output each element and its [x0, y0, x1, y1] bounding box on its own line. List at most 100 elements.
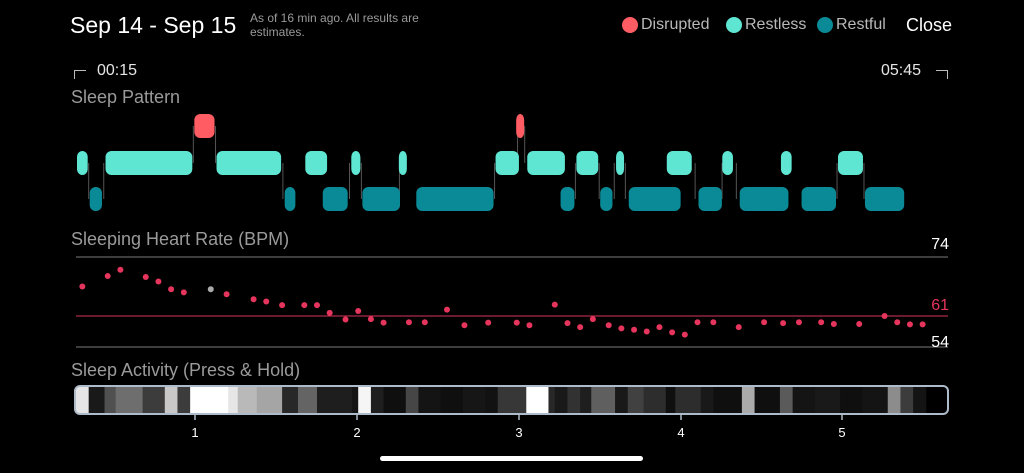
heart-rate-point [367, 316, 374, 323]
start-bracket-icon [74, 70, 86, 79]
home-indicator[interactable] [380, 456, 643, 461]
activity-segment [177, 387, 191, 413]
pattern-segment-disrupted [194, 114, 215, 138]
activity-segment [700, 387, 714, 413]
pattern-segment-restless [722, 151, 733, 175]
activity-segment [237, 387, 258, 413]
activity-segment [741, 387, 756, 413]
activity-segment [297, 387, 318, 413]
activity-segment [779, 387, 794, 413]
heart-rate-point [207, 286, 214, 293]
activity-segment [142, 387, 166, 413]
heart-rate-point [795, 319, 802, 326]
activity-segment [462, 387, 486, 413]
heart-rate-point [155, 278, 162, 285]
hr-average-label: 61 [931, 297, 949, 314]
pattern-segment-restless [780, 151, 792, 175]
activity-segment [485, 387, 499, 413]
activity-segment [164, 387, 178, 413]
heart-rate-point [735, 324, 742, 331]
activity-segment [548, 387, 556, 413]
heart-rate-chart: 74 61 54 [76, 236, 949, 351]
activity-segment [115, 387, 144, 413]
activity-segment [370, 387, 385, 413]
heart-rate-point [79, 283, 86, 290]
activity-segment [627, 387, 645, 413]
heart-rate-point [380, 319, 387, 326]
heart-rate-point [355, 308, 362, 315]
activity-segment [900, 387, 914, 413]
heart-rate-point [279, 302, 286, 309]
activity-segment [440, 387, 464, 413]
sleep-pattern-heading: Sleep Pattern [71, 87, 181, 107]
heart-rate-point [694, 319, 701, 326]
heart-rate-point [830, 320, 837, 327]
legend-disrupted-label: Disrupted [641, 16, 710, 33]
pattern-segment-restful [362, 187, 401, 211]
activity-segment [351, 387, 359, 413]
sleep-pattern-chart [77, 114, 905, 211]
pattern-segment-restful [628, 187, 681, 211]
activity-axis-label: 3 [515, 425, 522, 440]
pattern-segment-restless [576, 151, 599, 175]
pattern-segment-restful [600, 187, 613, 211]
heart-rate-point [710, 319, 717, 326]
heart-rate-point [551, 301, 558, 308]
estimate-note: As of 16 min ago. All results are estima… [250, 11, 419, 39]
heart-rate-point [326, 309, 333, 316]
heart-rate-point [180, 289, 187, 296]
activity-segment [643, 387, 667, 413]
pattern-segment-restless [305, 151, 328, 175]
heart-rate-point [485, 319, 492, 326]
activity-segment [840, 387, 863, 413]
activity-segment [862, 387, 889, 413]
pattern-segment-restful [89, 187, 102, 211]
heart-rate-point [894, 319, 901, 326]
activity-segment [383, 387, 407, 413]
activity-segment [228, 387, 239, 413]
activity-segment [554, 387, 568, 413]
pattern-segment-restless [351, 151, 361, 175]
legend-restless: Restless [726, 16, 806, 34]
activity-axis-label: 5 [838, 425, 845, 440]
legend-restful: Restful [817, 16, 886, 34]
heart-rate-point [342, 316, 349, 323]
activity-segment [104, 387, 117, 413]
heart-rate-point [881, 313, 888, 319]
heart-rate-point [669, 329, 676, 336]
activity-segment [418, 387, 442, 413]
heart-rate-point [250, 296, 257, 303]
heart-rate-point [818, 319, 825, 326]
activity-segment [88, 387, 106, 413]
heart-rate-point [263, 298, 270, 305]
sleep-activity-chart[interactable]: 1 2 3 4 5 [74, 385, 949, 440]
pattern-segment-restless [77, 151, 88, 175]
heart-rate-point [104, 273, 111, 280]
activity-segment [580, 387, 592, 413]
pattern-segment-restless [666, 151, 692, 175]
heart-rate-point [919, 321, 926, 328]
end-time: 05:45 [881, 62, 922, 79]
activity-segment [358, 387, 372, 413]
heart-rate-point [643, 328, 650, 335]
activity-axis-label: 4 [677, 425, 684, 440]
close-button[interactable]: Close [906, 15, 953, 35]
heart-rate-point [906, 321, 913, 328]
heart-rate-point [589, 316, 596, 323]
start-time: 00:15 [97, 62, 138, 79]
heart-rate-point [421, 319, 428, 326]
heart-rate-point [656, 324, 663, 331]
activity-segment [814, 387, 841, 413]
heart-rate-point [405, 319, 412, 326]
activity-segment [713, 387, 743, 413]
pattern-segment-restful [284, 187, 296, 211]
activity-segment [887, 387, 901, 413]
pattern-segment-restful [801, 187, 837, 211]
heart-rate-point [313, 302, 320, 309]
heart-rate-point [780, 320, 787, 327]
activity-segment [282, 387, 299, 413]
heart-rate-point [605, 322, 612, 329]
heart-rate-point [461, 322, 468, 329]
heart-rate-point [564, 320, 571, 327]
activity-frame[interactable] [74, 385, 949, 415]
